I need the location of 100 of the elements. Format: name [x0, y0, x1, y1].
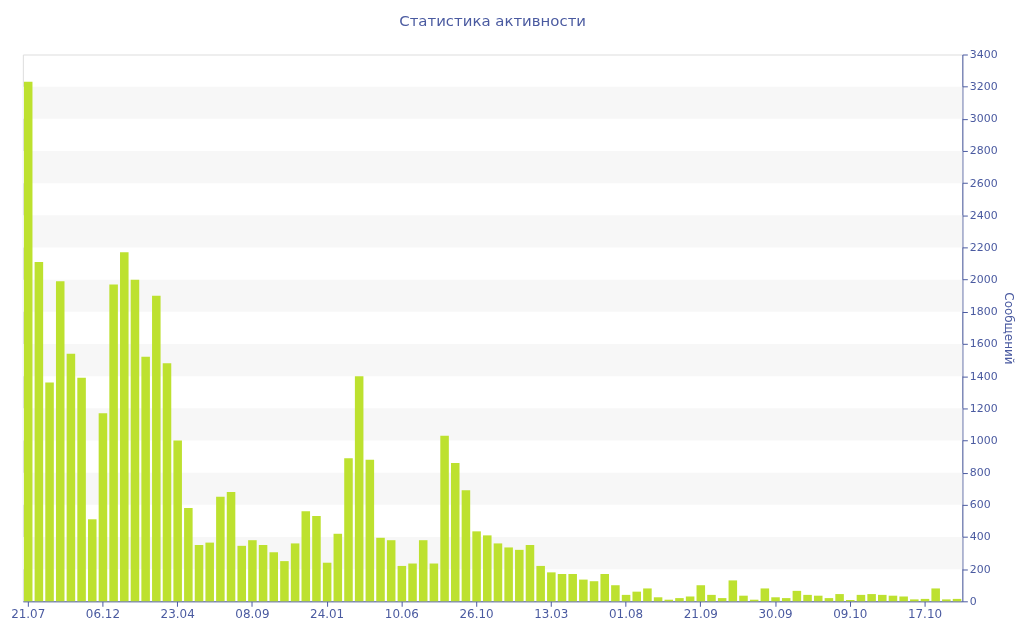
bar	[66, 353, 76, 602]
bar	[771, 597, 780, 602]
bar	[258, 545, 268, 602]
bar	[418, 540, 428, 602]
bar	[632, 591, 642, 602]
bar	[515, 549, 524, 602]
x-tick-label: 17.10	[907, 606, 943, 621]
bar	[408, 563, 417, 602]
bar	[98, 413, 108, 602]
bar	[55, 281, 65, 602]
bar	[450, 463, 460, 602]
x-tick-label: 23.04	[160, 606, 195, 621]
bar	[205, 542, 214, 602]
bar	[173, 440, 182, 602]
bar	[653, 597, 663, 602]
bar	[461, 490, 471, 602]
bar	[525, 545, 535, 602]
bar	[141, 356, 150, 602]
y-tick-label: 1800	[969, 305, 998, 319]
bar	[472, 531, 481, 602]
bar	[194, 545, 204, 602]
x-tick-label: 26.10	[459, 606, 494, 621]
bar	[685, 596, 695, 602]
chart-title: Статистика активности	[399, 11, 586, 30]
y-tick-label: 600	[969, 498, 991, 512]
y-tick-label: 2400	[969, 208, 998, 222]
y-tick-label: 400	[969, 530, 991, 544]
bar	[23, 81, 33, 602]
x-tick-label: 08.09	[235, 606, 270, 621]
y-tick-label: 800	[969, 466, 991, 480]
x-tick-label: 21.07	[11, 606, 46, 621]
bar	[813, 595, 823, 602]
bar	[835, 594, 844, 602]
x-tick-label: 30.09	[758, 606, 793, 621]
bar	[643, 588, 652, 602]
y-tick-label: 2800	[969, 144, 998, 158]
bar	[365, 459, 375, 602]
y-tick-label: 1400	[969, 369, 998, 383]
bar	[557, 573, 567, 602]
y-tick-label: 0	[969, 594, 977, 608]
y-tick-label: 3000	[969, 112, 998, 126]
bar	[504, 547, 513, 602]
bar	[216, 496, 225, 602]
bar	[290, 543, 300, 602]
bar	[34, 261, 44, 602]
bar	[109, 284, 118, 602]
y-tick-label: 2200	[969, 240, 998, 254]
y-tick-label: 1000	[969, 433, 998, 447]
y-tick-label: 2600	[969, 176, 998, 190]
y-tick-label: 3400	[969, 47, 998, 61]
bar	[739, 595, 748, 602]
bar	[675, 598, 684, 602]
bar	[536, 565, 545, 602]
bar	[760, 588, 770, 602]
bar	[429, 563, 439, 602]
bar	[354, 376, 364, 602]
bar	[312, 516, 321, 602]
bar	[600, 573, 609, 602]
y-tick-label: 1600	[969, 337, 998, 351]
x-tick-label: 10.06	[384, 606, 419, 621]
bar	[386, 540, 396, 602]
bar	[376, 537, 385, 602]
bar	[547, 572, 556, 602]
bar	[269, 552, 279, 602]
bar	[322, 562, 332, 602]
bar	[728, 580, 738, 602]
bar	[483, 535, 492, 602]
bar	[440, 435, 449, 602]
bar	[397, 565, 407, 602]
bar	[248, 540, 257, 602]
bar	[931, 588, 940, 602]
bar	[237, 545, 246, 602]
x-tick-label: 09.10	[833, 606, 868, 621]
bar	[589, 581, 599, 602]
bar	[579, 579, 588, 602]
bar	[280, 561, 289, 602]
bar	[45, 382, 54, 602]
bar	[120, 252, 129, 602]
bar	[568, 573, 577, 602]
bar	[87, 519, 97, 602]
bar	[867, 594, 876, 602]
bar	[130, 279, 140, 602]
y-tick-label: 1200	[969, 401, 998, 415]
bar	[493, 543, 503, 602]
bar	[152, 295, 161, 602]
bar	[792, 590, 802, 602]
bar	[301, 511, 311, 602]
bar	[899, 596, 908, 602]
y-tick-label: 2000	[969, 273, 998, 287]
bar	[184, 508, 193, 602]
bar	[344, 458, 353, 602]
bar	[611, 585, 620, 602]
bar	[77, 377, 86, 602]
y-tick-label: 200	[969, 562, 991, 576]
y-tick-label: 3200	[969, 80, 998, 94]
x-tick-label: 21.09	[683, 606, 718, 621]
bar	[878, 594, 887, 602]
bar	[696, 585, 706, 602]
x-tick-label: 24.01	[310, 606, 345, 621]
bar	[803, 594, 812, 602]
